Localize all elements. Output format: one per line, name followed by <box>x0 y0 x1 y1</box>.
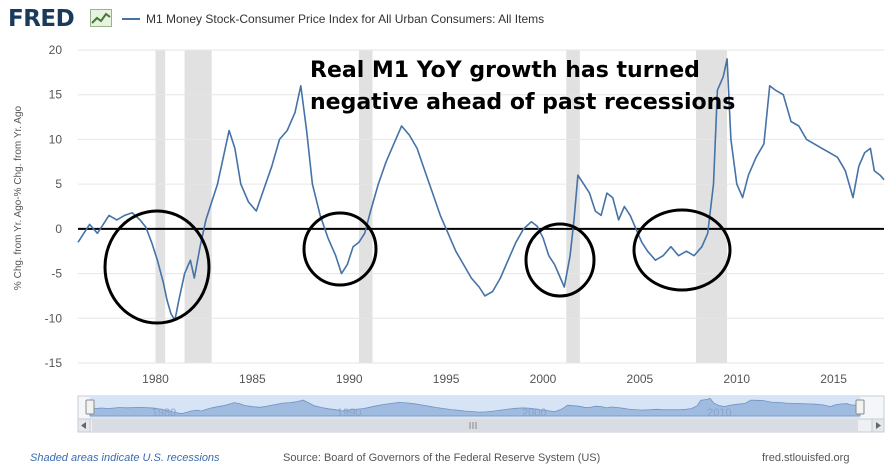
x-tick-label: 2000 <box>530 372 557 386</box>
recession-band-2 <box>358 50 373 363</box>
y-tick-label: -15 <box>45 356 63 370</box>
annotation-line-2: negative ahead of past recessions <box>310 90 735 115</box>
site-link[interactable]: fred.stlouisfed.org <box>762 452 850 464</box>
recession-note: Shaded areas indicate U.S. recessions <box>30 452 220 464</box>
series-legend[interactable]: M1 Money Stock-Consumer Price Index for … <box>122 12 544 26</box>
chevron-right-icon[interactable] <box>871 418 885 433</box>
source-note: Source: Board of Governors of the Federa… <box>283 452 601 464</box>
annotation-line-1: Real M1 YoY growth has turned <box>310 58 700 83</box>
chart-line-icon <box>90 9 112 27</box>
navigator-ticks: 1980 1990 2000 2010 <box>152 407 732 419</box>
x-tick-label: 1980 <box>142 372 169 386</box>
annotation-circles <box>103 208 732 325</box>
navigator-tick-label: 2000 <box>522 407 546 419</box>
y-axis-ticks: -15 -10 -5 0 5 10 15 20 <box>45 43 63 370</box>
annotation-circle <box>524 222 596 298</box>
series-layer <box>77 58 885 321</box>
x-tick-label: 1990 <box>336 372 363 386</box>
y-tick-label: 15 <box>49 88 63 102</box>
series-line <box>77 58 885 321</box>
x-tick-label: 2005 <box>627 372 654 386</box>
y-tick-label: 10 <box>49 132 63 146</box>
chart-header: FRED M1 Money Stock-Consumer Price Index… <box>0 0 891 38</box>
x-tick-label: 1995 <box>433 372 460 386</box>
y-axis-label: % Chg. from Yr. Ago-% Chg. from Yr. Ago <box>13 105 24 290</box>
chevron-left-icon[interactable] <box>77 418 91 433</box>
range-navigator[interactable]: 1980 1990 2000 2010 <box>77 395 885 433</box>
fred-logo[interactable]: FRED <box>8 6 75 32</box>
y-tick-label: 0 <box>55 222 62 236</box>
annotation-circle <box>632 208 732 292</box>
navigator-tick-label: 1990 <box>337 407 361 419</box>
navigator-scroll-thumb[interactable] <box>92 420 858 431</box>
navigator-handle-right[interactable] <box>855 399 865 415</box>
navigator-tick-label: 2010 <box>707 407 731 419</box>
annotation-circle <box>302 211 378 287</box>
legend-label: M1 Money Stock-Consumer Price Index for … <box>146 12 545 26</box>
annotation-circle <box>103 209 211 325</box>
y-tick-label: -5 <box>51 267 62 281</box>
navigator-handle-left[interactable] <box>85 399 95 415</box>
navigator-tick-label: 1980 <box>152 407 176 419</box>
grid-lines <box>78 49 884 364</box>
x-tick-label: 1985 <box>239 372 266 386</box>
navigator-series <box>89 398 861 417</box>
x-tick-label: 2015 <box>820 372 847 386</box>
y-tick-label: 5 <box>55 177 62 191</box>
navigator-area <box>89 398 861 417</box>
grip-icon[interactable] <box>469 422 477 429</box>
legend-swatch <box>122 18 140 20</box>
recession-band-0 <box>155 50 166 363</box>
recession-band-1 <box>184 50 212 363</box>
x-axis-ticks: 1980 1985 1990 1995 2000 2005 2010 2015 <box>142 372 847 386</box>
y-tick-label: -10 <box>45 311 63 325</box>
y-tick-label: 20 <box>49 43 63 57</box>
recession-band-3 <box>566 50 580 363</box>
x-tick-label: 2010 <box>723 372 750 386</box>
